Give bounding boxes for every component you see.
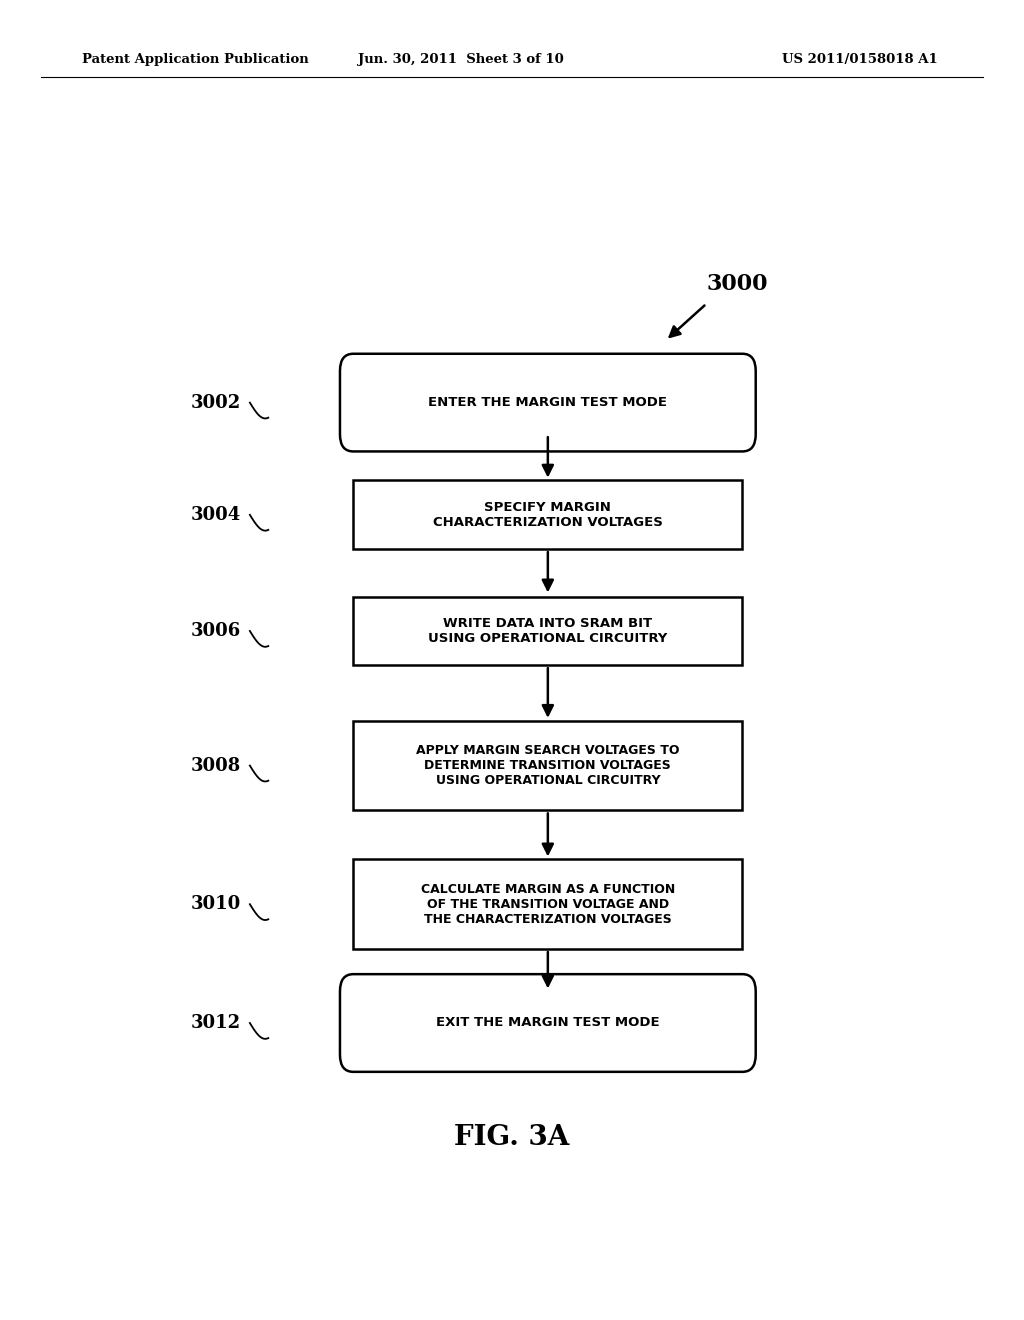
Text: EXIT THE MARGIN TEST MODE: EXIT THE MARGIN TEST MODE: [436, 1016, 659, 1030]
Bar: [353, 859, 742, 949]
Text: 3000: 3000: [707, 273, 768, 294]
Text: Jun. 30, 2011  Sheet 3 of 10: Jun. 30, 2011 Sheet 3 of 10: [358, 53, 563, 66]
Text: 3006: 3006: [190, 622, 241, 640]
Text: ENTER THE MARGIN TEST MODE: ENTER THE MARGIN TEST MODE: [428, 396, 668, 409]
Text: WRITE DATA INTO SRAM BIT
USING OPERATIONAL CIRCUITRY: WRITE DATA INTO SRAM BIT USING OPERATION…: [428, 616, 668, 645]
Text: FIG. 3A: FIG. 3A: [455, 1125, 569, 1151]
Text: 3004: 3004: [190, 506, 241, 524]
Bar: [353, 721, 742, 810]
Text: US 2011/0158018 A1: US 2011/0158018 A1: [782, 53, 938, 66]
FancyBboxPatch shape: [340, 974, 756, 1072]
Bar: [353, 597, 742, 665]
Text: 3008: 3008: [190, 756, 241, 775]
Text: SPECIFY MARGIN
CHARACTERIZATION VOLTAGES: SPECIFY MARGIN CHARACTERIZATION VOLTAGES: [433, 500, 663, 529]
Text: APPLY MARGIN SEARCH VOLTAGES TO
DETERMINE TRANSITION VOLTAGES
USING OPERATIONAL : APPLY MARGIN SEARCH VOLTAGES TO DETERMIN…: [416, 744, 680, 787]
Text: 3002: 3002: [190, 393, 241, 412]
Text: 3010: 3010: [190, 895, 241, 913]
Bar: [353, 480, 742, 549]
Text: CALCULATE MARGIN AS A FUNCTION
OF THE TRANSITION VOLTAGE AND
THE CHARACTERIZATIO: CALCULATE MARGIN AS A FUNCTION OF THE TR…: [421, 883, 675, 925]
FancyBboxPatch shape: [340, 354, 756, 451]
Text: 3012: 3012: [190, 1014, 241, 1032]
Text: Patent Application Publication: Patent Application Publication: [82, 53, 308, 66]
